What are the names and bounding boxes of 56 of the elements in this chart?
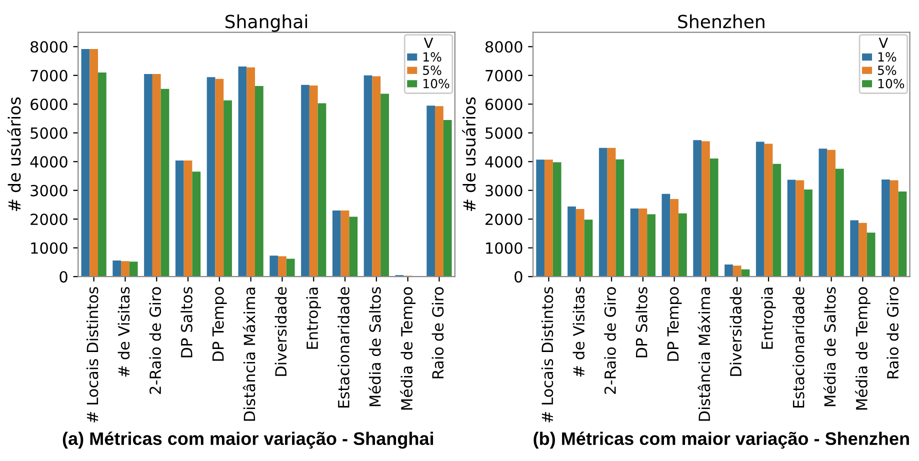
- y-tick-label: 5000: [486, 127, 522, 139]
- x-tick-label: Diversidade: [274, 287, 287, 376]
- x-tick-label: Entropia: [761, 288, 776, 349]
- x-tick-label: DP Saltos: [180, 287, 192, 358]
- legend-label: 5%: [423, 66, 442, 75]
- x-tick-label: Raio de Giro: [886, 287, 899, 378]
- x-tick-label: DP Tempo: [667, 287, 682, 361]
- text: (a) Métricas com maior variação - Shanghai: [62, 432, 433, 449]
- y-tick-label: 6000: [485, 98, 522, 110]
- x-tick-label: DP Tempo: [212, 287, 227, 361]
- x-tick-label: Raio de Giro: [432, 287, 444, 378]
- x-tick-label: 2-Raio de Giro: [604, 287, 616, 394]
- y-tick-label: 4000: [485, 156, 522, 168]
- x-tick-label: Estacionaridade: [338, 287, 350, 408]
- y-tick-label: 8000: [485, 41, 522, 53]
- y-tick-label: 1000: [31, 242, 68, 254]
- x-tick-label: Entropia: [306, 288, 321, 349]
- x-tick-label: # de Visitas: [572, 287, 585, 377]
- legend-title: V: [878, 38, 888, 48]
- legend-label: 1%: [423, 52, 442, 62]
- legend-label: 10%: [423, 78, 450, 88]
- y-axis-title: # de usuários: [7, 97, 21, 212]
- y-tick-label: 7000: [486, 70, 522, 82]
- legend-label: 1%: [878, 52, 896, 62]
- x-tick-label: Distância Máxima: [242, 288, 256, 421]
- x-tick-label: Distância Máxima: [698, 288, 710, 421]
- y-tick-label: 8000: [30, 41, 68, 53]
- x-tick-label: Média de Tempo: [855, 287, 870, 410]
- x-tick-label: DP Saltos: [636, 287, 648, 358]
- y-tick-label: 7000: [30, 70, 68, 82]
- y-tick-label: 6000: [30, 98, 68, 110]
- x-tick-label: # Locais Distintos: [86, 287, 98, 422]
- text: (b) Métricas com maior variação - Shenzhen: [534, 432, 909, 449]
- y-tick-label: 5000: [30, 127, 68, 139]
- y-tick-label: 2000: [486, 214, 522, 226]
- y-axis-title: # de usuários: [462, 97, 476, 212]
- chart-title: Shanghai: [226, 14, 308, 32]
- y-tick-label: 0: [60, 271, 68, 283]
- y-tick-label: 1000: [486, 242, 522, 254]
- y-tick-label: 3000: [30, 184, 68, 196]
- legend-label: 5%: [878, 66, 896, 75]
- y-tick-label: 3000: [486, 184, 522, 196]
- y-tick-label: 4000: [30, 156, 68, 168]
- x-tick-label: Média de Saltos: [368, 287, 381, 406]
- x-tick-label: Média de Saltos: [823, 287, 836, 406]
- legend-title: V: [424, 38, 434, 48]
- legend-label: 10%: [878, 78, 904, 88]
- y-tick-label: 0: [514, 271, 522, 283]
- x-tick-label: Diversidade: [730, 287, 742, 376]
- x-tick-label: 2-Raio de Giro: [149, 287, 162, 394]
- x-tick-label: Estacionaridade: [792, 287, 804, 408]
- y-tick-label: 2000: [30, 214, 68, 226]
- x-tick-label: # de Visitas: [118, 287, 130, 377]
- chart-title: Shenzhen: [678, 14, 764, 28]
- x-tick-label: Média de Tempo: [400, 287, 416, 410]
- x-tick-label: # Locais Distintos: [541, 287, 554, 422]
